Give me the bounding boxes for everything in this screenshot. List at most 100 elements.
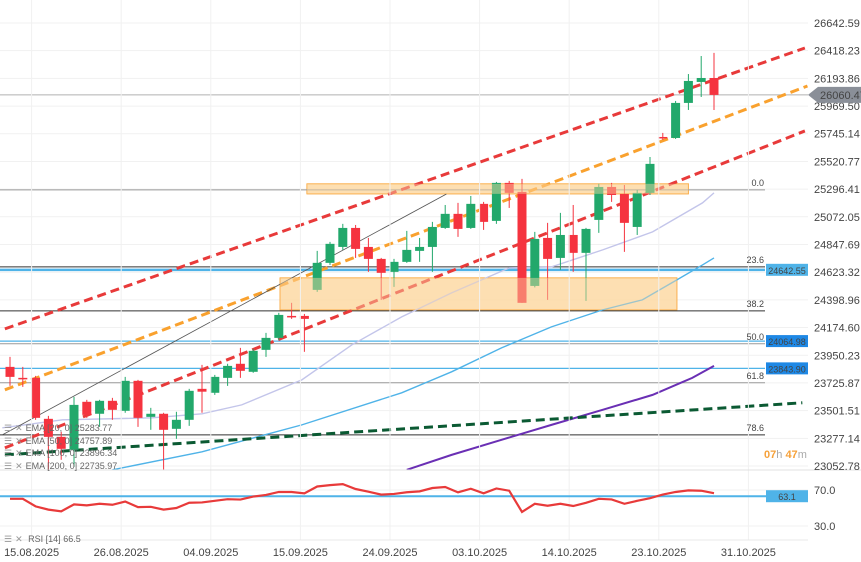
candle[interactable]: [709, 52, 719, 110]
ema-line: [2, 192, 715, 429]
candle[interactable]: [619, 184, 629, 252]
candle-body: [120, 380, 130, 411]
candle[interactable]: [159, 412, 169, 470]
price-axis-label: 26193.86: [814, 73, 860, 85]
candle-body: [543, 237, 553, 259]
candle[interactable]: [555, 212, 565, 270]
candle-body: [530, 238, 540, 286]
candle-body: [389, 261, 399, 272]
candle-body: [581, 228, 591, 253]
candle[interactable]: [479, 201, 489, 230]
candle[interactable]: [351, 224, 361, 258]
candle[interactable]: [261, 332, 271, 357]
price-axis-label: 24174.60: [814, 323, 860, 335]
candle-body: [440, 213, 450, 228]
ema-label: EMA: [25, 448, 45, 458]
candle[interactable]: [43, 415, 53, 470]
candle[interactable]: [95, 399, 105, 427]
zone-overlay: [280, 277, 677, 310]
candle[interactable]: [376, 257, 386, 300]
candle-body: [274, 314, 284, 338]
candle[interactable]: [56, 431, 66, 460]
candle[interactable]: [18, 366, 28, 387]
candle[interactable]: [530, 231, 540, 288]
candle[interactable]: [223, 363, 233, 386]
candle[interactable]: [427, 221, 437, 272]
candle[interactable]: [133, 379, 143, 427]
candle-body: [517, 191, 527, 303]
candle[interactable]: [146, 407, 156, 430]
menu-icon[interactable]: ☰: [4, 448, 13, 458]
candle[interactable]: [299, 313, 309, 352]
zone-overlay: [306, 183, 689, 194]
candle[interactable]: [197, 364, 207, 413]
candle-body: [555, 234, 565, 258]
candle[interactable]: [581, 227, 591, 301]
candle[interactable]: [248, 348, 258, 373]
price-axis-label: 26642.59: [814, 18, 860, 30]
close-icon[interactable]: ✕: [15, 534, 23, 544]
candle[interactable]: [363, 237, 373, 272]
candle[interactable]: [594, 183, 604, 233]
candle-body: [466, 203, 476, 228]
close-icon[interactable]: ✕: [15, 448, 23, 458]
candle[interactable]: [171, 411, 181, 439]
candle[interactable]: [312, 250, 322, 292]
candle[interactable]: [568, 204, 578, 272]
candle[interactable]: [491, 181, 501, 224]
candle[interactable]: [184, 388, 194, 426]
candle[interactable]: [607, 182, 617, 202]
candle-body: [235, 363, 245, 371]
close-icon[interactable]: ✕: [15, 423, 23, 433]
close-icon[interactable]: ✕: [15, 460, 23, 471]
candle[interactable]: [325, 241, 335, 265]
candle-body: [261, 337, 271, 350]
menu-icon[interactable]: ☰: [4, 435, 13, 446]
candle[interactable]: [210, 374, 220, 395]
rsi-signal-badge: [766, 490, 808, 503]
candle[interactable]: [543, 222, 553, 300]
candle[interactable]: [645, 156, 655, 195]
candle[interactable]: [287, 302, 297, 319]
candle-body: [415, 246, 425, 251]
candle-body: [607, 186, 617, 195]
candle[interactable]: [389, 258, 399, 287]
menu-icon[interactable]: ☰: [4, 423, 13, 433]
candle[interactable]: [504, 180, 514, 208]
candle[interactable]: [696, 56, 706, 97]
candle[interactable]: [466, 195, 476, 229]
candle[interactable]: [31, 375, 41, 420]
price-axis-label: 26418.23: [814, 46, 860, 58]
date-axis-label: 15.08.2025: [4, 547, 59, 559]
candle[interactable]: [683, 74, 693, 110]
menu-icon[interactable]: ☰: [4, 460, 13, 471]
candle[interactable]: [69, 396, 79, 467]
ema-line: [112, 257, 715, 470]
candle[interactable]: [658, 132, 668, 140]
candle-body: [56, 436, 66, 449]
ema-value: 22735.97: [79, 460, 118, 471]
candle[interactable]: [235, 347, 245, 378]
candle[interactable]: [453, 202, 463, 237]
price-axis-label: 23725.87: [814, 378, 860, 390]
candle[interactable]: [107, 397, 117, 420]
candle[interactable]: [632, 189, 642, 235]
candle[interactable]: [671, 100, 681, 139]
candle[interactable]: [338, 223, 348, 250]
menu-icon[interactable]: ☰: [4, 534, 13, 544]
candle[interactable]: [274, 312, 284, 340]
candle-body: [363, 246, 373, 259]
candle[interactable]: [415, 237, 425, 262]
candle-body: [5, 366, 15, 377]
candle[interactable]: [120, 376, 130, 413]
candle-body: [210, 376, 220, 393]
close-icon[interactable]: ✕: [15, 435, 23, 446]
candle[interactable]: [402, 230, 412, 263]
candle[interactable]: [517, 178, 527, 303]
date-axis-label: 14.10.2025: [542, 547, 597, 559]
candle[interactable]: [82, 399, 92, 418]
date-axis-label: 31.10.2025: [721, 547, 776, 559]
candle[interactable]: [5, 356, 15, 386]
candle[interactable]: [440, 204, 450, 229]
